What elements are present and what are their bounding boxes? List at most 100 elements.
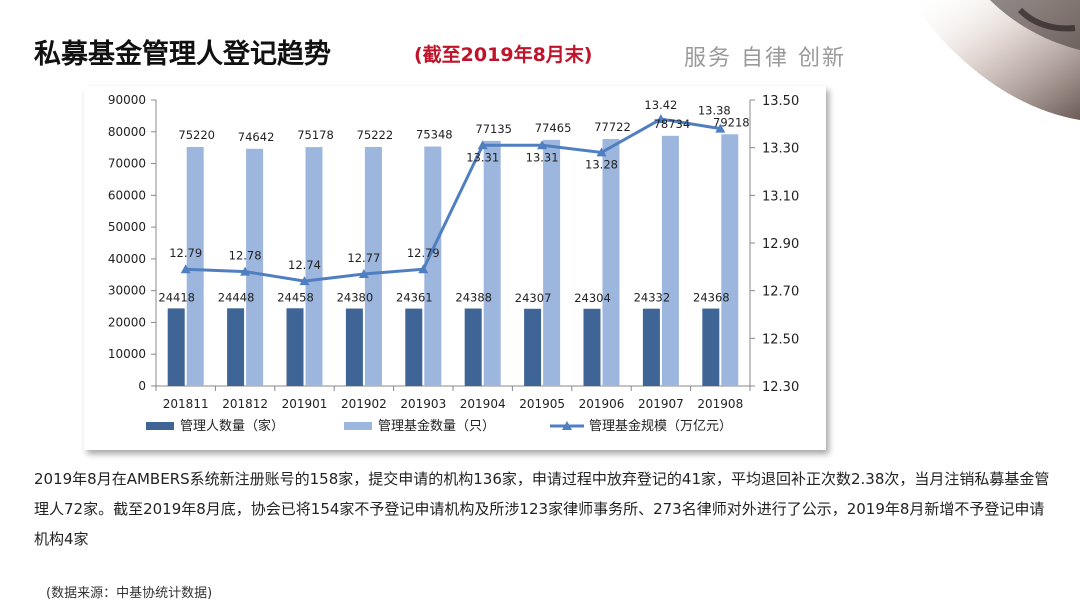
x-tick-label: 201901 — [282, 397, 328, 411]
y-right-tick-label: 12.30 — [762, 380, 799, 395]
x-tick-label: 201903 — [400, 397, 446, 411]
x-tick-label: 201906 — [579, 397, 625, 411]
data-label-scale: 13.31 — [466, 150, 499, 164]
data-label-managers: 24304 — [574, 291, 611, 305]
slogan: 服务 自律 创新 — [684, 46, 846, 71]
data-label-managers: 24418 — [158, 290, 195, 304]
x-tick-label: 201905 — [519, 397, 565, 411]
x-tick-label: 201812 — [222, 397, 268, 411]
data-label-funds: 77722 — [594, 120, 631, 134]
bar-managers — [405, 308, 423, 386]
summary-paragraph: 2019年8月在AMBERS系统新注册账号的158家，提交申请的机构136家，申… — [34, 470, 1050, 548]
data-label-funds: 79218 — [713, 115, 750, 129]
data-label-scale: 12.74 — [288, 258, 321, 272]
legend-label-scale: 管理基金规模（万亿元） — [589, 418, 732, 434]
data-label-managers: 24388 — [455, 291, 492, 305]
bar-managers — [583, 308, 601, 386]
data-label-funds: 75348 — [416, 128, 453, 142]
line-point-marker — [358, 268, 369, 278]
x-tick-label: 201902 — [341, 397, 387, 411]
line-point-marker — [715, 123, 726, 133]
page-subtitle: (截至2019年8月末) — [414, 44, 593, 66]
line-point-marker — [655, 114, 666, 124]
bar-funds — [661, 135, 679, 386]
chart-container: 0 10000 20000 30000 40000 50000 60000 70000 8000… — [84, 86, 826, 450]
legend-swatch-funds — [344, 422, 372, 430]
data-label-managers: 24380 — [337, 291, 374, 305]
data-label-managers: 24448 — [218, 290, 255, 304]
y-left-tick-label: 50000 — [108, 220, 146, 234]
chart: 0 10000 20000 30000 40000 50000 60000 70000 8000… — [108, 93, 799, 434]
data-label-funds: 74642 — [238, 130, 275, 144]
data-label-scale: 12.78 — [229, 249, 262, 263]
data-label-funds: 75220 — [178, 128, 215, 142]
bar-funds — [483, 140, 501, 386]
y-left-tick-label: 60000 — [108, 188, 146, 202]
line-point-marker — [240, 266, 251, 276]
bar-managers — [642, 308, 660, 386]
data-label-managers: 24332 — [634, 291, 671, 305]
page-title: 私募基金管理人登记趋势 — [34, 39, 331, 70]
bar-managers — [167, 308, 185, 386]
line-point-marker — [418, 264, 429, 274]
y-right-tick-label: 12.90 — [762, 237, 799, 252]
data-source: (数据来源：中基协统计数据) — [46, 586, 213, 601]
y-right-tick-label: 13.30 — [762, 142, 799, 157]
x-tick-label: 201907 — [638, 397, 684, 411]
bar-funds — [364, 146, 382, 386]
x-tick-label: 201811 — [163, 397, 209, 411]
y-left-tick-label: 40000 — [108, 252, 146, 266]
legend-label-funds: 管理基金数量（只） — [378, 418, 495, 434]
data-label-funds: 77135 — [475, 122, 512, 136]
y-right-tick-label: 12.70 — [762, 285, 799, 300]
legend-marker-scale — [562, 421, 572, 430]
data-label-scale: 13.38 — [698, 104, 731, 118]
data-label-scale: 13.31 — [526, 150, 559, 164]
line-fund-scale — [185, 117, 721, 283]
data-label-managers: 24368 — [693, 291, 730, 305]
data-label-managers: 24307 — [515, 291, 552, 305]
legend-swatch-managers — [146, 422, 174, 430]
y-right-tick-label: 12.50 — [762, 332, 799, 347]
bar-funds — [305, 147, 323, 386]
bar-managers — [345, 308, 363, 386]
bar-funds — [186, 146, 204, 386]
bar-managers — [524, 308, 542, 386]
data-label-funds: 78734 — [654, 117, 691, 131]
bar-managers — [464, 308, 482, 386]
y-left-tick-label: 90000 — [108, 93, 146, 107]
data-label-scale: 13.42 — [644, 98, 677, 112]
corner-photo — [910, 0, 1080, 120]
x-tick-label: 201908 — [697, 397, 743, 411]
bar-managers — [227, 308, 245, 386]
y-right-tick-label: 13.50 — [762, 94, 799, 109]
line-point-marker — [537, 140, 548, 150]
data-label-funds: 75178 — [297, 128, 334, 142]
bar-funds — [543, 139, 561, 386]
bar-funds — [424, 146, 442, 386]
legend-label-managers: 管理人数量（家） — [180, 418, 284, 434]
data-label-funds: 75222 — [357, 128, 394, 142]
bar-managers — [286, 308, 304, 386]
y-left-tick-label: 20000 — [108, 315, 146, 329]
y-right-tick-label: 13.10 — [762, 189, 799, 204]
y-left-tick-label: 30000 — [108, 284, 146, 298]
data-label-scale: 12.79 — [407, 246, 440, 260]
bar-funds — [602, 139, 620, 386]
x-tick-label: 201904 — [460, 397, 506, 411]
bar-managers — [702, 308, 720, 386]
data-label-funds: 77465 — [535, 121, 572, 135]
bar-funds — [246, 148, 264, 386]
y-left-tick-label: 0 — [138, 379, 146, 393]
line-point-marker — [477, 140, 488, 150]
data-label-managers: 24361 — [396, 291, 433, 305]
data-label-managers: 24458 — [277, 290, 314, 304]
y-left-tick-label: 80000 — [108, 125, 146, 139]
data-label-scale: 12.79 — [169, 246, 202, 260]
line-point-marker — [299, 276, 310, 286]
line-point-marker — [180, 264, 191, 274]
y-left-tick-label: 70000 — [108, 157, 146, 171]
data-label-scale: 12.77 — [347, 251, 380, 265]
y-left-tick-label: 10000 — [108, 347, 146, 361]
line-point-marker — [596, 147, 607, 157]
